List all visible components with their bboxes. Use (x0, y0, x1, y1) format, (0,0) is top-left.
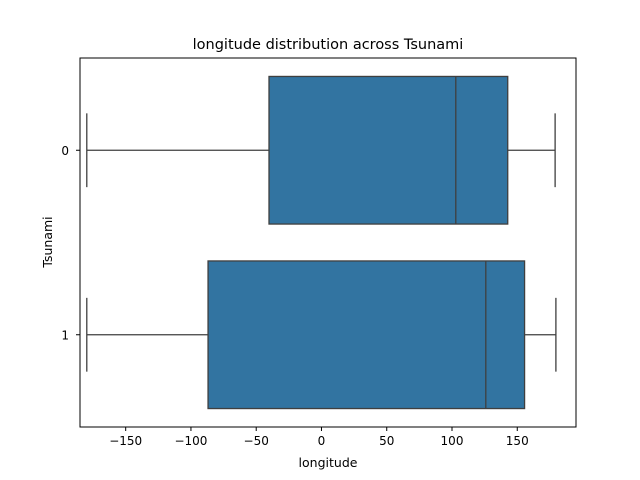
y-axis: 01 (61, 144, 80, 342)
x-tick-label: −100 (174, 434, 207, 448)
x-tick-label: 100 (441, 434, 464, 448)
x-tick-label: −50 (244, 434, 269, 448)
box (268, 75, 509, 225)
x-tick-label: 150 (506, 434, 529, 448)
chart-title: longitude distribution across Tsunami (193, 37, 464, 53)
plot-frame (79, 57, 577, 428)
y-axis-label: Tsunami (40, 216, 55, 268)
x-axis: −150 −100 −50 0 50 100 150 (109, 427, 529, 448)
box (207, 260, 526, 410)
box-group-0 (86, 75, 556, 225)
y-tick-label: 0 (61, 144, 69, 158)
y-tick-label: 1 (61, 328, 69, 342)
plot-area (86, 75, 557, 410)
x-axis-label: longitude (299, 455, 358, 470)
x-tick-label: −150 (109, 434, 142, 448)
x-tick-label: 0 (318, 434, 326, 448)
box-group-1 (86, 260, 557, 410)
x-tick-label: 50 (379, 434, 394, 448)
